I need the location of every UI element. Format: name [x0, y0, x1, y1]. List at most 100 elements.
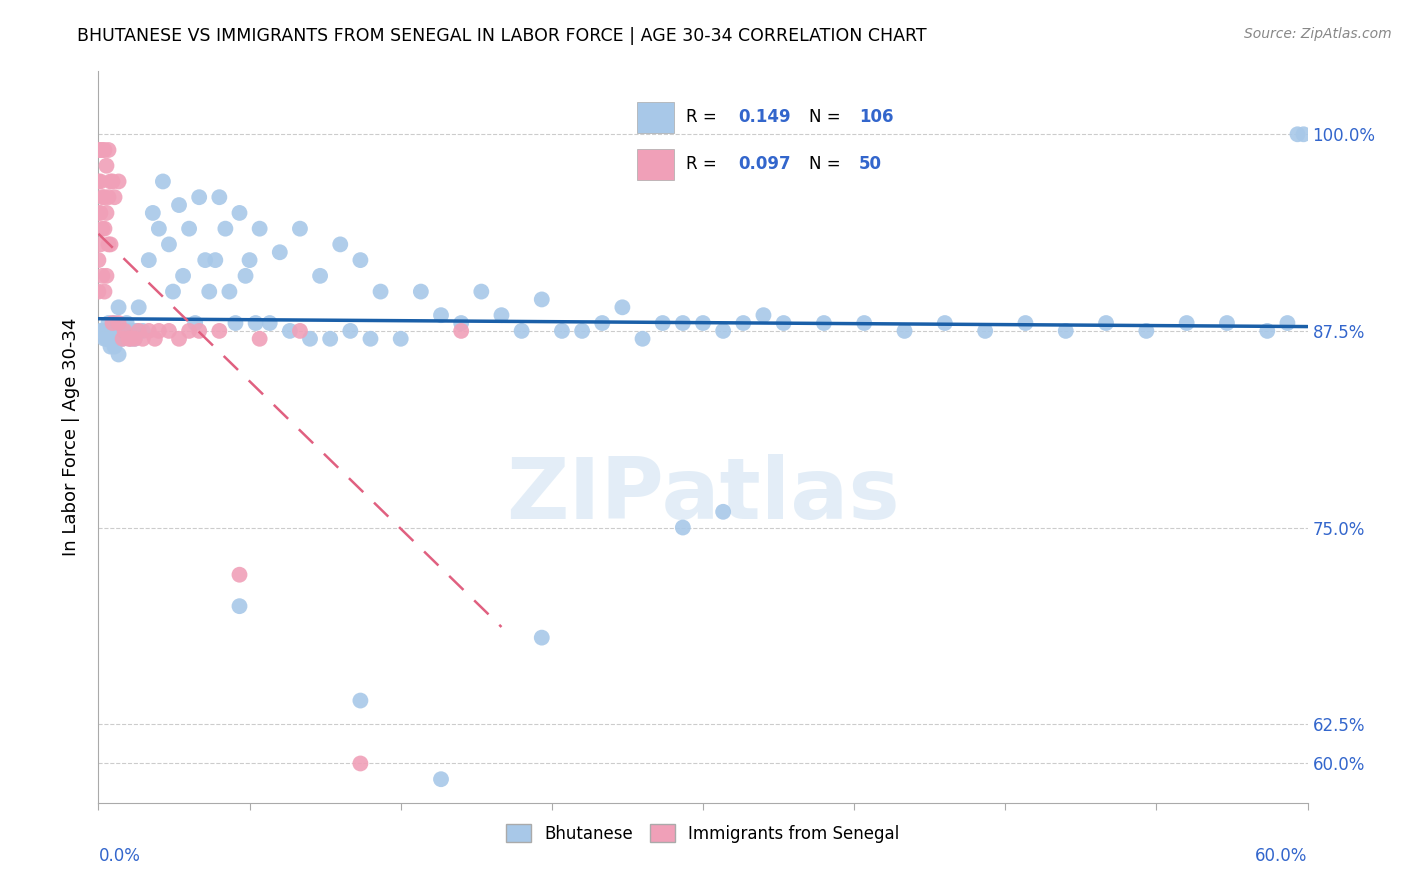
Point	[100, 340, 122, 354]
Point	[269, 245, 291, 260]
Point	[103, 340, 125, 354]
Point	[167, 332, 190, 346]
Point	[349, 253, 371, 268]
Point	[194, 253, 217, 268]
Point	[111, 332, 134, 346]
Point	[111, 332, 134, 346]
Point	[228, 599, 250, 614]
Y-axis label: In Labor Force | Age 30-34: In Labor Force | Age 30-34	[62, 318, 80, 557]
Point	[450, 324, 472, 338]
Point	[179, 324, 201, 338]
Point	[188, 190, 211, 204]
Point	[631, 332, 654, 346]
Point	[101, 174, 124, 188]
Point	[114, 324, 136, 338]
Point	[138, 324, 160, 338]
Point	[97, 332, 120, 346]
Point	[1014, 316, 1036, 330]
Point	[93, 221, 115, 235]
Point	[121, 324, 143, 338]
Point	[96, 159, 118, 173]
Point	[571, 324, 593, 338]
Point	[91, 268, 114, 283]
Point	[450, 316, 472, 330]
Text: Source: ZipAtlas.com: Source: ZipAtlas.com	[1244, 27, 1392, 41]
Point	[245, 316, 267, 330]
Text: ZIPatlas: ZIPatlas	[506, 454, 900, 537]
Point	[107, 174, 129, 188]
Point	[228, 206, 250, 220]
Point	[278, 324, 301, 338]
Point	[96, 268, 118, 283]
Point	[772, 316, 794, 330]
Point	[1095, 316, 1118, 330]
Point	[124, 332, 146, 346]
Point	[1286, 128, 1309, 142]
Point	[167, 198, 190, 212]
Point	[91, 221, 114, 235]
Point	[853, 316, 876, 330]
Point	[214, 221, 236, 235]
Point	[124, 332, 146, 346]
Text: 60.0%: 60.0%	[1256, 847, 1308, 865]
Point	[319, 332, 342, 346]
Point	[349, 693, 371, 707]
Point	[107, 301, 129, 315]
Point	[100, 237, 122, 252]
Point	[101, 316, 124, 330]
Point	[93, 332, 115, 346]
Point	[288, 324, 311, 338]
Point	[91, 190, 114, 204]
Point	[132, 332, 155, 346]
Point	[93, 190, 115, 204]
Point	[107, 347, 129, 361]
Point	[157, 237, 180, 252]
Point	[97, 237, 120, 252]
Point	[409, 285, 432, 299]
Point	[259, 316, 281, 330]
Point	[249, 221, 271, 235]
Point	[204, 253, 226, 268]
Point	[91, 143, 114, 157]
Point	[934, 316, 956, 330]
Point	[309, 268, 332, 283]
Point	[974, 324, 997, 338]
Point	[101, 324, 124, 338]
Point	[125, 324, 148, 338]
Point	[105, 324, 128, 338]
Point	[101, 332, 124, 346]
Point	[208, 324, 231, 338]
Point	[218, 285, 240, 299]
Point	[96, 332, 118, 346]
Point	[1054, 324, 1077, 338]
Point	[430, 308, 453, 322]
Point	[235, 268, 257, 283]
Legend: Bhutanese, Immigrants from Senegal: Bhutanese, Immigrants from Senegal	[499, 818, 907, 849]
Point	[711, 505, 734, 519]
Point	[107, 316, 129, 330]
Point	[87, 206, 110, 220]
Point	[339, 324, 361, 338]
Point	[103, 316, 125, 330]
Point	[89, 206, 111, 220]
Point	[370, 285, 392, 299]
Point	[530, 631, 553, 645]
Point	[93, 324, 115, 338]
Point	[228, 567, 250, 582]
Point	[813, 316, 835, 330]
Point	[184, 316, 207, 330]
Point	[89, 237, 111, 252]
Point	[249, 332, 271, 346]
Point	[96, 324, 118, 338]
Point	[148, 221, 170, 235]
Point	[360, 332, 382, 346]
Point	[142, 206, 165, 220]
Point	[1216, 316, 1239, 330]
Point	[430, 772, 453, 787]
Point	[551, 324, 574, 338]
Point	[97, 316, 120, 330]
Point	[893, 324, 915, 338]
Point	[120, 332, 142, 346]
Point	[93, 143, 115, 157]
Point	[711, 324, 734, 338]
